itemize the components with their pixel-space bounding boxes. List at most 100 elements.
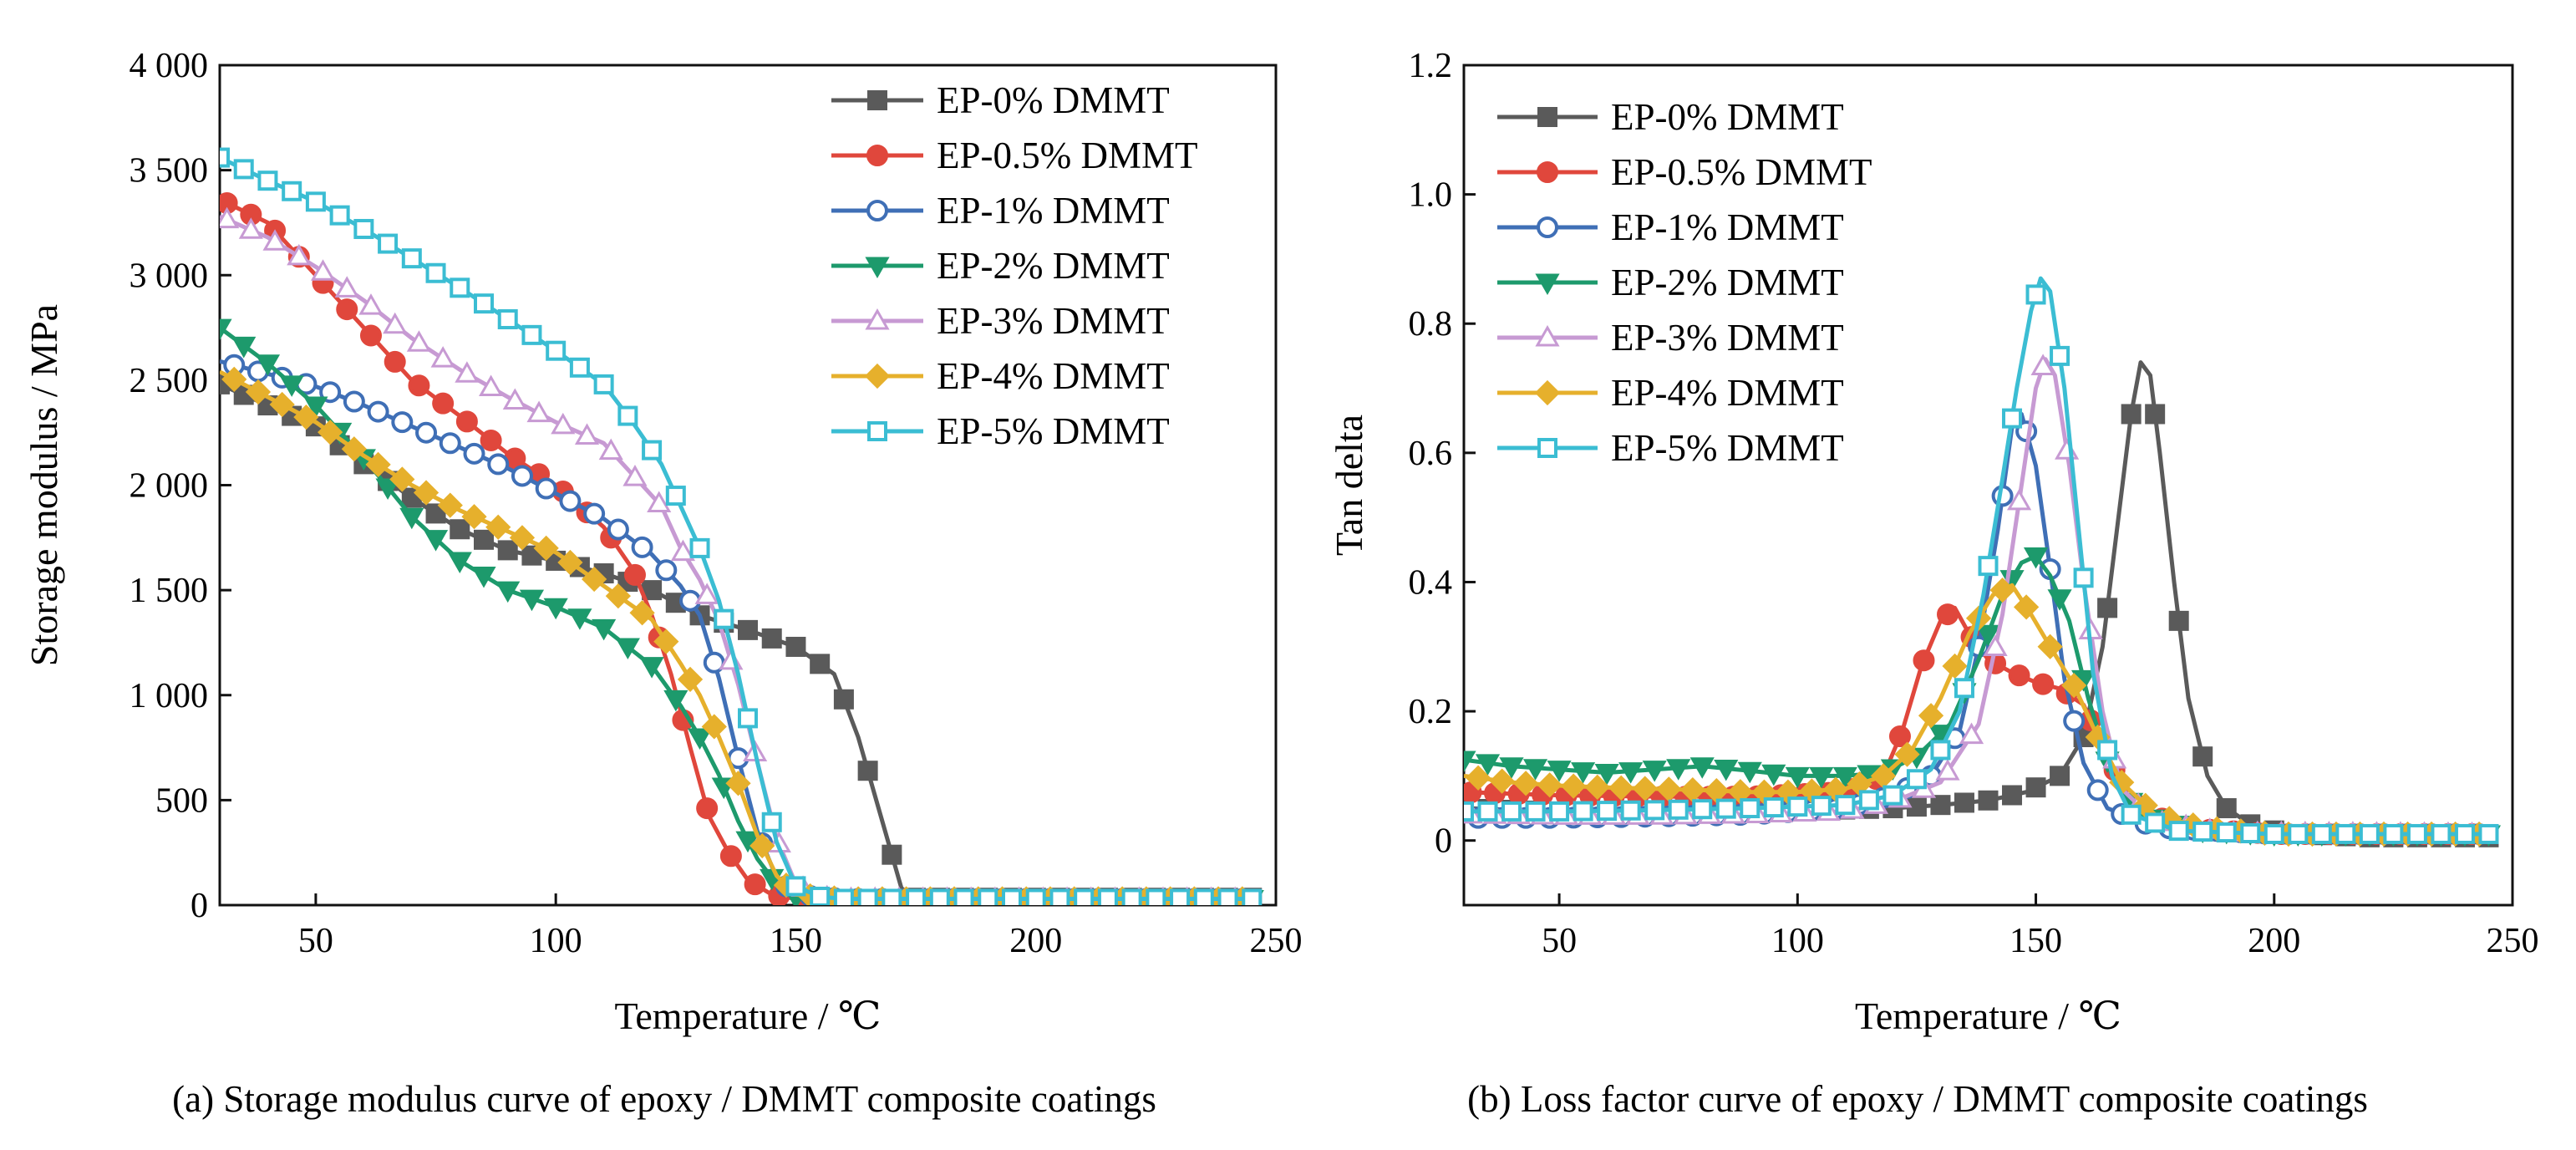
data-point — [526, 400, 551, 423]
data-point — [367, 400, 389, 423]
data-point — [1121, 888, 1142, 905]
data-point — [2025, 777, 2046, 798]
data-point — [2002, 785, 2023, 806]
data-point — [1832, 766, 1857, 789]
data-point — [430, 346, 455, 368]
data-point — [511, 465, 533, 487]
data-point — [1715, 798, 1736, 819]
legend-marker — [1537, 107, 1557, 127]
data-point — [2454, 823, 2475, 844]
data-point — [474, 293, 494, 314]
data-point — [1242, 888, 1263, 905]
data-point — [617, 405, 638, 426]
legend-item: EP-4% DMMT — [1497, 372, 1844, 414]
data-point — [1049, 888, 1070, 905]
data-point — [1608, 775, 1634, 801]
data-point — [1668, 799, 1689, 820]
data-point — [378, 233, 399, 254]
data-point — [1937, 603, 1959, 626]
figure-caption: (b) Loss factor curve of epoxy / DMMT co… — [1467, 1078, 2368, 1120]
data-point — [245, 379, 272, 405]
legend-item: EP-0% DMMT — [831, 79, 1170, 121]
y-tick-label: 0 — [1435, 822, 1452, 861]
data-point — [1737, 761, 1762, 784]
data-point — [605, 583, 631, 609]
plot-frame — [1462, 64, 2514, 907]
legend-item: EP-4% DMMT — [831, 355, 1170, 397]
data-point — [2037, 634, 2063, 659]
data-point — [1465, 765, 1491, 791]
data-point — [1989, 578, 2015, 603]
data-point — [425, 262, 446, 283]
data-point — [677, 666, 704, 693]
x-tick-label: 100 — [530, 922, 582, 960]
series-line — [1464, 276, 2489, 837]
data-point — [389, 466, 415, 492]
data-point — [2086, 779, 2109, 801]
data-point — [1689, 757, 1715, 779]
data-point — [1740, 798, 1761, 819]
data-point — [533, 535, 559, 561]
data-point — [1978, 556, 1999, 577]
data-point — [336, 298, 358, 321]
legend-item: EP-2% DMMT — [1497, 262, 1844, 303]
data-point — [1918, 703, 1944, 729]
data-point — [583, 502, 606, 525]
data-point — [2216, 822, 2237, 843]
data-point — [1002, 888, 1022, 905]
data-point — [2288, 823, 2309, 844]
data-point — [2359, 823, 2380, 844]
data-point — [287, 243, 312, 266]
data-point — [305, 191, 326, 212]
data-point — [1763, 797, 1784, 818]
data-point — [557, 549, 583, 576]
data-point — [329, 205, 350, 226]
data-point — [978, 888, 998, 905]
data-point — [413, 480, 439, 506]
legend-item: EP-0% DMMT — [1497, 96, 1844, 138]
data-point — [391, 411, 414, 434]
data-point — [689, 537, 710, 558]
legend-label: EP-5% DMMT — [937, 410, 1170, 452]
data-point — [233, 159, 254, 180]
legend-marker — [1537, 438, 1557, 458]
data-point — [546, 340, 567, 361]
data-point — [1692, 799, 1713, 820]
data-point — [2050, 766, 2070, 786]
legend-item: EP-0.5% DMMT — [831, 135, 1198, 176]
data-point — [749, 832, 775, 859]
y-tick-label: 2 500 — [130, 362, 209, 400]
data-point — [623, 563, 646, 586]
data-point — [1561, 773, 1587, 799]
chart-storage-modulus: 50 100 150 200 250 0 500 1 000 1 500 2 000 2 500 3 … — [23, 47, 1303, 1120]
data-point — [2073, 567, 2094, 588]
data-point — [269, 391, 295, 418]
legend-marker — [866, 145, 888, 166]
data-point — [485, 514, 511, 540]
data-point — [647, 491, 672, 512]
data-point — [1464, 751, 1476, 773]
legend-marker — [1534, 379, 1561, 406]
data-point — [439, 432, 461, 455]
data-point — [670, 539, 696, 562]
data-point — [2192, 822, 2213, 842]
x-axis-label: Temperature / ℃ — [615, 995, 882, 1037]
data-point — [437, 492, 463, 518]
data-point — [1525, 801, 1546, 822]
data-point — [461, 504, 487, 530]
data-point — [1499, 757, 1524, 779]
data-point — [833, 888, 854, 905]
legend-item: EP-1% DMMT — [1497, 206, 1844, 248]
data-point — [279, 375, 304, 397]
data-point — [1714, 759, 1739, 781]
x-tick-label: 250 — [1250, 922, 1303, 960]
y-tick-label: 1 500 — [130, 572, 209, 610]
data-point — [2097, 740, 2118, 761]
legend-label: EP-0.5% DMMT — [937, 135, 1198, 176]
y-tick-label: 0.6 — [1409, 435, 1453, 473]
data-point — [1571, 762, 1596, 784]
data-point — [744, 873, 766, 896]
y-tick-label: 500 — [155, 781, 208, 820]
data-point — [2055, 438, 2080, 460]
